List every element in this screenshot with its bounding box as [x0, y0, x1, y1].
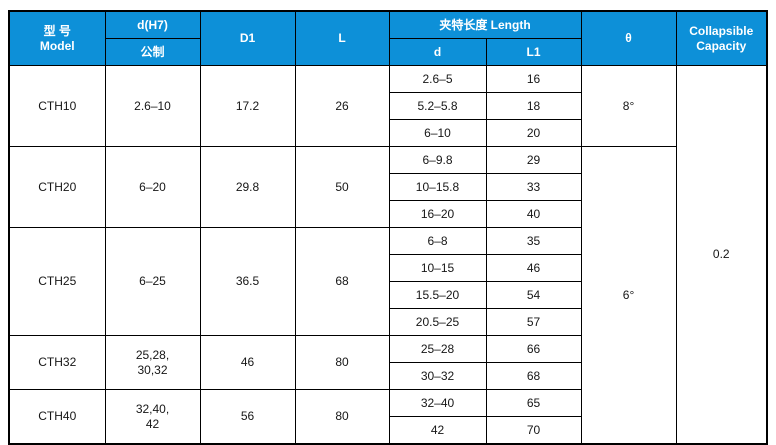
capacity-cell: 0.2	[675, 65, 768, 445]
length-l1-cell: 35	[485, 227, 582, 255]
d-range-cell: 6–25	[104, 227, 201, 336]
d-range-cell: 25,28, 30,32	[104, 335, 201, 390]
d1-cell: 17.2	[199, 65, 296, 147]
length-d-cell: 20.5–25	[388, 308, 487, 336]
theta-cell: 8°	[580, 65, 677, 147]
header-metric: 公制	[104, 38, 201, 66]
length-l1-cell: 16	[485, 65, 582, 93]
header-length-l1: L1	[485, 38, 582, 66]
l-cell: 50	[294, 146, 390, 228]
table-row: 15.5–20 54	[9, 281, 767, 309]
length-d-cell: 42	[388, 416, 487, 445]
d1-cell: 36.5	[199, 227, 296, 336]
l-cell: 80	[294, 389, 390, 445]
page: 型 号 Model d(H7) D1 L 夹特长度 Length θ Colla…	[8, 10, 769, 445]
l-cell: 26	[294, 65, 390, 147]
table-row: CTH25 6–25 36.5 68 6–8 35	[8, 227, 767, 336]
model-cell: CTH10	[8, 65, 106, 147]
length-l1-cell: 18	[485, 92, 582, 120]
table-row: 30–32 68	[9, 362, 767, 390]
length-l1-cell: 66	[485, 335, 582, 363]
length-l1-cell: 65	[485, 389, 582, 417]
d-range-cell: 2.6–10	[104, 65, 201, 147]
d-range-cell: 32,40, 42	[104, 389, 201, 445]
header-collapsible-capacity: Collapsible Capacity	[675, 10, 768, 66]
length-l1-cell: 70	[485, 416, 582, 445]
length-l1-cell: 68	[485, 362, 582, 390]
d-range-cell: 6–20	[104, 146, 201, 228]
table-row: CTH10 2.6–10 17.2 26 2.6–5 16 8° 0.2	[8, 65, 768, 445]
table-row: 10–15 46	[9, 254, 767, 282]
model-cell: CTH32	[8, 335, 106, 390]
length-l1-cell: 54	[485, 281, 582, 309]
model-cell: CTH20	[8, 146, 106, 228]
length-d-cell: 25–28	[388, 335, 487, 363]
l-cell: 80	[294, 335, 390, 390]
length-l1-cell: 20	[485, 119, 582, 147]
header-length: 夹特长度 Length	[388, 10, 582, 39]
length-d-cell: 6–9.8	[388, 146, 487, 174]
header-d-h7: d(H7)	[104, 10, 201, 39]
length-l1-cell: 40	[485, 200, 582, 228]
d1-cell: 56	[199, 389, 296, 445]
length-d-cell: 10–15	[388, 254, 487, 282]
length-l1-cell: 57	[485, 308, 582, 336]
length-d-cell: 15.5–20	[388, 281, 487, 309]
length-d-cell: 5.2–5.8	[388, 92, 487, 120]
length-d-cell: 6–8	[388, 227, 487, 255]
length-l1-cell: 29	[485, 146, 582, 174]
model-cell: CTH40	[8, 389, 106, 445]
d1-cell: 29.8	[199, 146, 296, 228]
length-l1-cell: 46	[485, 254, 582, 282]
header-length-d: d	[388, 38, 487, 66]
table-row: 6–10 20	[9, 119, 767, 147]
length-d-cell: 16–20	[388, 200, 487, 228]
d1-cell: 46	[199, 335, 296, 390]
length-d-cell: 10–15.8	[388, 173, 487, 201]
header-model: 型 号 Model	[8, 10, 106, 66]
header-d1: D1	[199, 10, 296, 66]
table-row: CTH32 25,28, 30,32 46 80 25–28 66	[8, 335, 767, 390]
header-row-2: 公制 d L1	[9, 38, 767, 66]
l-cell: 68	[294, 227, 390, 336]
collet-spec-table: 型 号 Model d(H7) D1 L 夹特长度 Length θ Colla…	[8, 10, 769, 445]
model-cell: CTH25	[8, 227, 106, 336]
theta-cell: 6°	[580, 146, 677, 445]
length-l1-cell: 33	[485, 173, 582, 201]
header-l: L	[294, 10, 390, 66]
length-d-cell: 2.6–5	[388, 65, 487, 93]
table-row: 20.5–25 57	[9, 308, 767, 336]
length-d-cell: 32–40	[388, 389, 487, 417]
header-row-1: 型 号 Model d(H7) D1 L 夹特长度 Length θ Colla…	[8, 10, 768, 66]
length-d-cell: 6–10	[388, 119, 487, 147]
header-theta: θ	[580, 10, 677, 66]
length-d-cell: 30–32	[388, 362, 487, 390]
table-row: CTH20 6–20 29.8 50 6–9.8 29 6°	[8, 146, 767, 445]
table-row: 5.2–5.8 18	[9, 92, 767, 120]
